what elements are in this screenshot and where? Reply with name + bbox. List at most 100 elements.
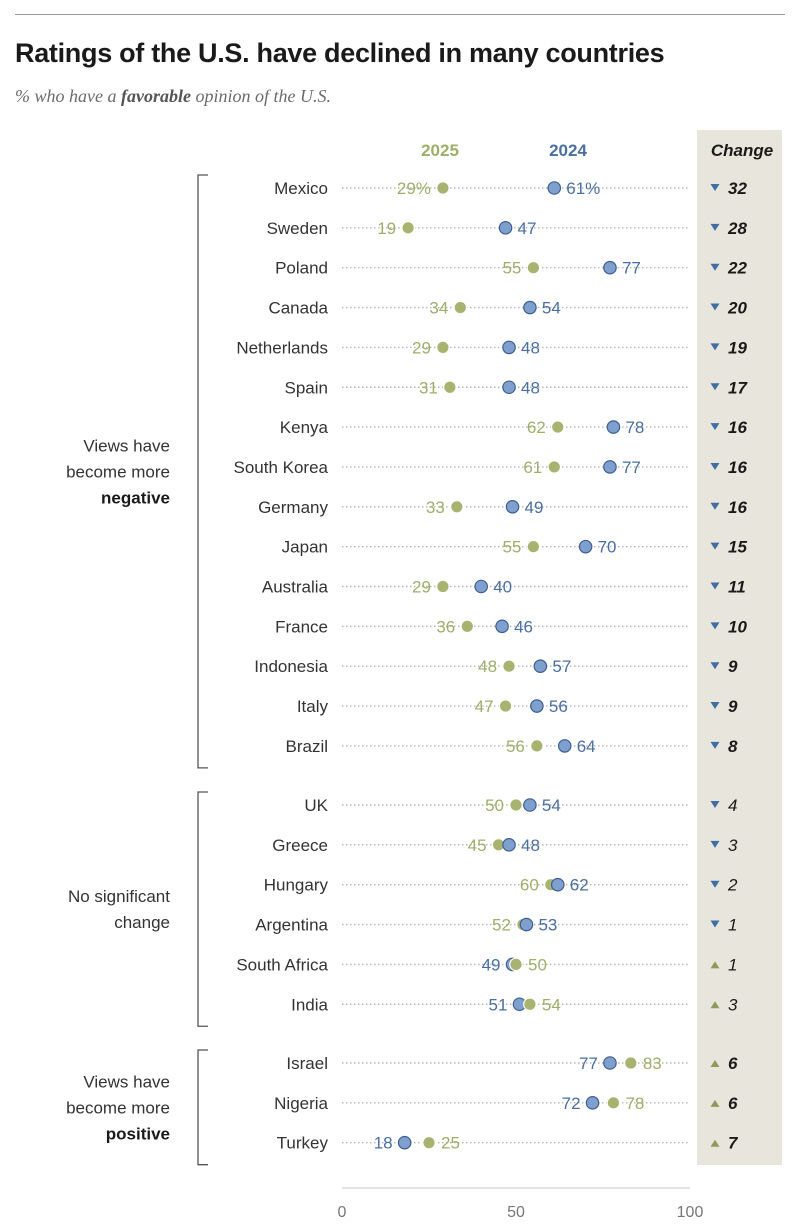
dot-2025 xyxy=(547,460,562,474)
value-label-2024: 57 xyxy=(552,657,571,676)
country-label: Kenya xyxy=(280,418,329,437)
change-value: 1 xyxy=(728,955,737,974)
country-label: Germany xyxy=(258,498,328,517)
chart-row: Sweden 19 47 28 xyxy=(267,219,748,238)
value-label-2024: 77 xyxy=(622,259,641,278)
value-label-2025: 55 xyxy=(502,259,521,278)
dot-2025 xyxy=(436,340,450,355)
change-down-icon xyxy=(710,184,720,191)
subtitle-suffix: opinion of the U.S. xyxy=(190,86,331,106)
group-label: become more xyxy=(66,1098,170,1117)
dot-2025 xyxy=(509,957,523,972)
group-label: Views have xyxy=(83,436,170,455)
value-label-2024: 40 xyxy=(493,578,512,597)
change-down-icon xyxy=(710,343,720,351)
top-rule xyxy=(15,14,785,15)
group-label-emphasis: negative xyxy=(101,488,170,507)
dot-2024 xyxy=(603,260,617,275)
value-label-2025: 25 xyxy=(441,1134,460,1153)
dot-2025 xyxy=(443,380,457,395)
chart-row: Israel 83 77 6 xyxy=(286,1054,738,1073)
value-label-2025: 52 xyxy=(492,916,511,935)
change-down-icon xyxy=(710,542,720,550)
dot-2025 xyxy=(436,579,450,594)
country-label: Spain xyxy=(285,378,328,397)
change-down-icon xyxy=(710,880,720,888)
change-value: 19 xyxy=(728,338,747,357)
dot-2025 xyxy=(624,1056,638,1070)
change-down-icon xyxy=(710,840,720,848)
value-label-2025: 55 xyxy=(502,538,521,557)
value-label-2024: 49 xyxy=(482,955,501,974)
value-label-2025: 45 xyxy=(468,836,487,855)
chart-row: Canada 34 54 20 xyxy=(268,299,747,318)
chart-row: Nigeria 78 72 6 xyxy=(274,1094,738,1113)
value-label-2025: 29% xyxy=(397,179,431,198)
axis-tick-label: 0 xyxy=(338,1204,347,1221)
value-label-2024: 54 xyxy=(542,299,561,318)
dot-2025 xyxy=(530,739,544,753)
chart-row: Germany 33 49 16 xyxy=(258,498,747,517)
change-down-icon xyxy=(710,920,720,928)
dot-2024 xyxy=(397,1135,412,1150)
group-label-emphasis: positive xyxy=(106,1124,170,1143)
chart-row: India 54 51 3 xyxy=(291,995,738,1014)
dot-2024 xyxy=(578,539,593,554)
axis-tick-label: 100 xyxy=(677,1204,704,1221)
chart-row: Argentina 52 53 1 xyxy=(255,916,737,935)
value-label-2024: 64 xyxy=(577,737,596,756)
change-up-icon xyxy=(710,1139,720,1147)
change-down-icon xyxy=(710,423,720,431)
change-value: 6 xyxy=(728,1094,738,1113)
country-label: Poland xyxy=(275,259,328,278)
value-label-2024: 70 xyxy=(598,538,617,557)
dot-2024 xyxy=(557,739,572,753)
value-label-2025: 60 xyxy=(520,876,539,895)
change-value: 16 xyxy=(728,418,747,437)
value-label-2025: 50 xyxy=(485,796,504,815)
value-label-2025: 29 xyxy=(412,338,431,357)
value-label-2024: 77 xyxy=(579,1054,598,1073)
change-value: 7 xyxy=(728,1134,739,1153)
change-down-icon xyxy=(710,662,720,670)
value-label-2025: 54 xyxy=(542,995,561,1014)
value-label-2025: 47 xyxy=(475,697,494,716)
group-label: No significant xyxy=(68,887,170,906)
subtitle-prefix: % who have a xyxy=(15,86,121,106)
group-bracket xyxy=(197,174,208,769)
dot-2024 xyxy=(502,340,516,355)
dot-2025 xyxy=(450,499,464,514)
chart-row: Turkey 25 18 7 xyxy=(277,1134,739,1153)
country-label: Sweden xyxy=(267,219,328,238)
country-label: Italy xyxy=(297,697,329,716)
dot-2025 xyxy=(502,659,516,673)
change-down-icon xyxy=(710,582,720,590)
dot-2025 xyxy=(606,1096,621,1110)
change-value: 16 xyxy=(728,498,747,517)
chart-row: France 36 46 10 xyxy=(275,617,747,636)
chart-row: Brazil 56 64 8 xyxy=(285,737,738,756)
dot-2024 xyxy=(585,1096,600,1110)
chart-row: Kenya 62 78 16 xyxy=(280,418,748,437)
dot-2024 xyxy=(523,798,537,812)
change-up-icon xyxy=(710,1060,720,1067)
change-value: 10 xyxy=(728,617,747,636)
value-label-2024: 18 xyxy=(374,1134,393,1153)
country-label: Canada xyxy=(268,299,328,318)
group-bracket xyxy=(197,791,208,1027)
dot-2025 xyxy=(422,1135,436,1150)
value-label-2024: 46 xyxy=(514,617,533,636)
country-label: Indonesia xyxy=(254,657,328,676)
value-label-2024: 72 xyxy=(562,1094,581,1113)
chart-subtitle: % who have a favorable opinion of the U.… xyxy=(15,86,331,107)
chart-row: Poland 55 77 22 xyxy=(275,259,747,278)
chart-row: Indonesia 48 57 9 xyxy=(254,657,738,676)
country-label: Turkey xyxy=(277,1134,329,1153)
dot-2024 xyxy=(533,659,548,673)
change-value: 1 xyxy=(728,916,737,935)
value-label-2024: 62 xyxy=(570,876,589,895)
legend-2025: 2025 xyxy=(421,141,459,160)
value-label-2025: 34 xyxy=(429,299,448,318)
group-label: change xyxy=(114,913,170,932)
change-column-background xyxy=(697,130,782,1165)
